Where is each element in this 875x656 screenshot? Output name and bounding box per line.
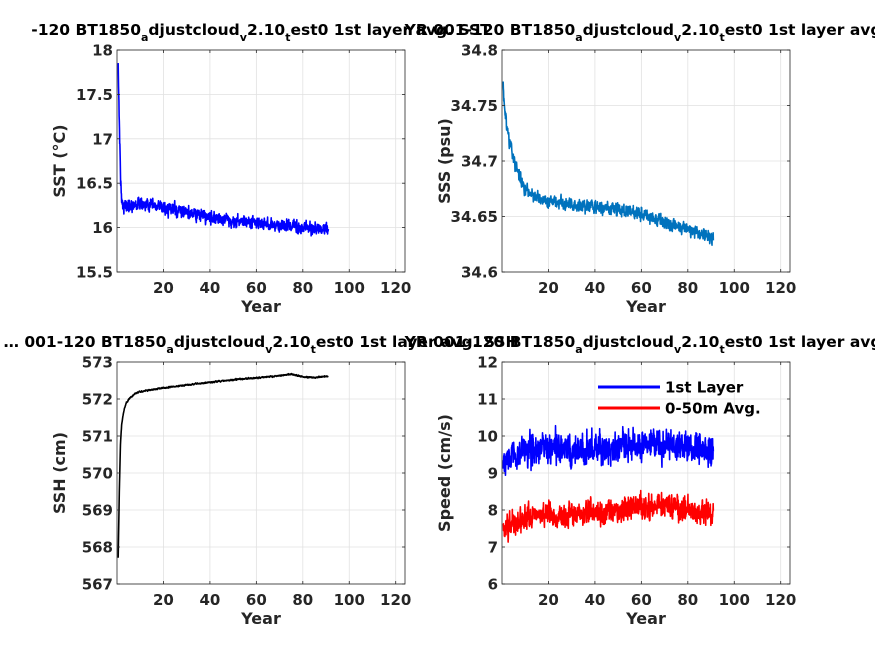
panel-speed: YR 001-120 BT1850adjustcloudv2.10test0 1…	[404, 333, 875, 628]
x-axis-label: Year	[625, 297, 666, 316]
x-tick-label: 60	[246, 591, 267, 609]
legend-label-1: 0-50m Avg.	[665, 400, 761, 418]
y-tick-label: 572	[82, 391, 113, 409]
chart-title-speed: YR 001-120 BT1850adjustcloudv2.10test0 1…	[404, 333, 875, 356]
x-tick-label: 40	[199, 591, 220, 609]
y-tick-label: 34.65	[451, 208, 498, 226]
panel-sst: -120 BT1850adjustcloudv2.10test0 1st lay…	[31, 21, 491, 316]
x-tick-label: 120	[765, 591, 796, 609]
x-tick-label: 40	[199, 279, 220, 297]
y-tick-label: 9	[488, 465, 498, 483]
y-tick-label: 571	[82, 428, 113, 446]
y-tick-label: 570	[82, 465, 113, 483]
y-axis-label: SSS (psu)	[435, 118, 454, 204]
y-tick-label: 567	[82, 576, 113, 594]
x-axis-label: Year	[240, 297, 281, 316]
plot-background-sst	[117, 50, 405, 272]
y-tick-label: 17	[92, 130, 113, 148]
y-axis-label: Speed (cm/s)	[435, 414, 454, 532]
chart-title-sss: YR 001-120 BT1850adjustcloudv2.10test0 1…	[404, 21, 875, 44]
series-line-speed-1	[502, 489, 715, 543]
series-line-sss-0	[502, 81, 715, 246]
y-tick-label: 6	[488, 576, 498, 594]
y-axis-label: SST (°C)	[50, 124, 69, 197]
x-axis-label: Year	[625, 609, 666, 628]
x-tick-label: 120	[380, 279, 411, 297]
y-tick-label: 10	[477, 428, 498, 446]
chart-title-ssh: … 001-120 BT1850adjustcloudv2.10test0 1s…	[3, 333, 518, 356]
y-tick-label: 34.6	[461, 264, 498, 282]
x-tick-label: 40	[584, 591, 605, 609]
x-tick-label: 20	[153, 279, 174, 297]
x-tick-label: 120	[765, 279, 796, 297]
y-tick-label: 569	[82, 502, 113, 520]
x-tick-label: 20	[153, 591, 174, 609]
x-tick-label: 60	[631, 591, 652, 609]
plot-area-sss: 20 40 60 80 100 120 34.6 34.65 34.7 34.75 34.8 Year…	[435, 42, 796, 317]
y-axis-label: SSH (cm)	[50, 432, 69, 514]
x-tick-label: 60	[246, 279, 267, 297]
panel-sss: YR 001-120 BT1850adjustcloudv2.10test0 1…	[404, 21, 875, 316]
plot-area-speed: 20 40 60 80 100 120 6 7 8 9 10 11 12 Year Speed (cm/s)…	[435, 354, 796, 629]
y-tick-label: 34.75	[451, 97, 498, 115]
x-tick-label: 100	[719, 591, 750, 609]
y-tick-label: 8	[488, 502, 498, 520]
y-tick-label: 17.5	[76, 86, 113, 104]
series-line-sst-0	[117, 63, 330, 237]
x-tick-label: 80	[677, 591, 698, 609]
x-tick-label: 100	[719, 279, 750, 297]
axes-frame-sst	[116, 49, 406, 273]
x-tick-label: 60	[631, 279, 652, 297]
y-tick-label: 18	[92, 42, 113, 60]
series-line-ssh-0	[117, 372, 329, 558]
x-tick-label: 80	[292, 591, 313, 609]
y-tick-label: 568	[82, 539, 113, 557]
panel-ssh: … 001-120 BT1850adjustcloudv2.10test0 1s…	[3, 333, 518, 628]
y-tick-label: 34.8	[461, 42, 498, 60]
y-tick-label: 573	[82, 354, 113, 372]
y-tick-label: 16	[92, 219, 113, 237]
y-tick-label: 34.7	[461, 153, 498, 171]
y-tick-label: 15.5	[76, 264, 113, 282]
x-tick-label: 20	[538, 279, 559, 297]
x-tick-label: 100	[334, 279, 365, 297]
x-tick-label: 40	[584, 279, 605, 297]
y-tick-label: 12	[477, 354, 498, 372]
x-axis-label: Year	[240, 609, 281, 628]
plot-area-ssh: 20 40 60 80 100 120 567 568 569 570 571 572 573 Year S…	[50, 354, 411, 629]
x-tick-label: 80	[292, 279, 313, 297]
legend-label-0: 1st Layer	[665, 379, 744, 397]
x-tick-label: 120	[380, 591, 411, 609]
series-line-speed-0	[502, 424, 715, 476]
x-tick-label: 80	[677, 279, 698, 297]
chart-title-sst: -120 BT1850adjustcloudv2.10test0 1st lay…	[31, 21, 491, 44]
x-tick-label: 20	[538, 591, 559, 609]
y-tick-label: 16.5	[76, 175, 113, 193]
x-tick-label: 100	[334, 591, 365, 609]
y-tick-label: 7	[488, 539, 498, 557]
y-tick-label: 11	[477, 391, 498, 409]
plot-area-sst: 20 40 60 80 100 120 15.5 16 16.5 17 17.5 18 Year SST …	[50, 42, 411, 317]
